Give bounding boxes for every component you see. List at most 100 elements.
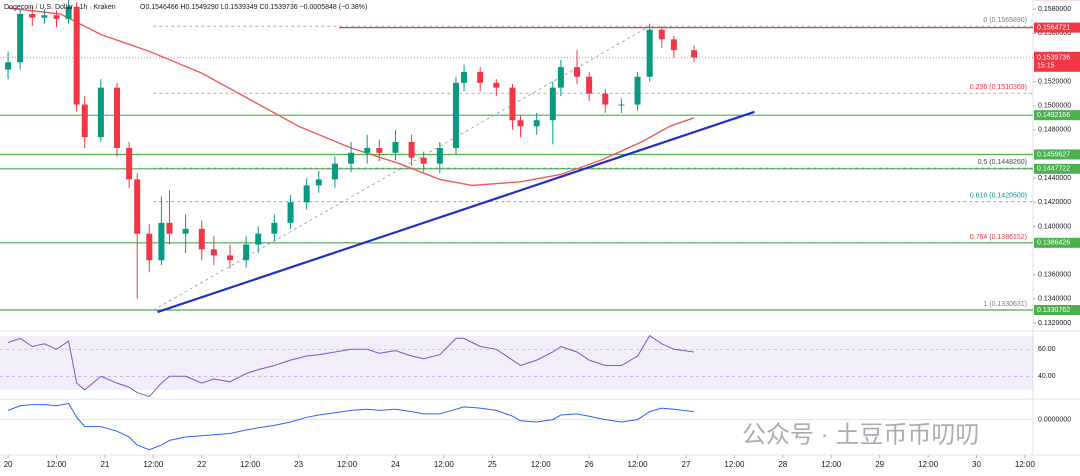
x-tick-label: 12:00 — [918, 460, 939, 469]
candle-body — [315, 179, 322, 186]
symbol-title: Dogecoin / U.S. Dollar · 1h · Kraken — [4, 4, 116, 11]
candle-body — [97, 87, 104, 138]
x-tick-label: 25 — [488, 460, 497, 469]
rsi-tick-label: 60.00 — [1038, 346, 1056, 353]
x-tick-label: 20 — [4, 460, 13, 469]
level-tag-label: 0.1330762 — [1037, 307, 1070, 314]
candle-body — [420, 157, 427, 164]
level-tag — [1034, 110, 1080, 121]
x-tick-label: 27 — [682, 460, 691, 469]
candle-body — [166, 222, 173, 234]
x-tick-label: 24 — [391, 460, 400, 469]
fib-label: 0 (0.1565890) — [983, 17, 1027, 24]
candle-body — [477, 71, 484, 83]
candle-body — [243, 244, 250, 261]
rsi-line — [7, 334, 695, 398]
level-tag — [1034, 149, 1080, 160]
candle-body — [5, 62, 12, 70]
current-price-tag — [1034, 51, 1080, 72]
x-tick-label: 12:00 — [724, 460, 745, 469]
candle-body — [126, 147, 133, 180]
x-tick-label: 29 — [875, 460, 884, 469]
candle-body — [452, 82, 459, 148]
y-tick-label: 0.1320000 — [1038, 320, 1071, 327]
rsi-tick-label: 40.00 — [1038, 373, 1056, 380]
level-tag-label: 0.1564721 — [1037, 24, 1070, 31]
x-tick-label: 21 — [100, 460, 109, 469]
candle-body — [81, 104, 88, 138]
candle-body — [634, 76, 641, 105]
y-tick-label: 0.1360000 — [1038, 272, 1071, 279]
candle-body — [198, 228, 205, 250]
candle-body — [271, 222, 278, 234]
fib-label: 1 (0.1330631) — [983, 301, 1027, 308]
level-tag-label: 0.1492166 — [1037, 112, 1070, 119]
x-tick-label: 12:00 — [531, 460, 552, 469]
y-tick-label: 0.1400000 — [1038, 223, 1071, 230]
x-tick-label: 12:00 — [46, 460, 67, 469]
x-tick-label: 23 — [294, 460, 303, 469]
candle-body — [114, 87, 121, 148]
macd-line — [7, 402, 695, 451]
candle-body — [255, 233, 262, 245]
x-tick-label: 12:00 — [821, 460, 842, 469]
candle-body — [574, 67, 581, 77]
candle-body — [517, 120, 524, 127]
candle-body — [65, 6, 72, 19]
level-tag — [1034, 305, 1080, 316]
level-tag-label: 0.1386426 — [1037, 240, 1070, 247]
candle-body — [364, 147, 371, 153]
candle-body — [210, 249, 217, 256]
y-tick-label: 0.1560000 — [1038, 30, 1071, 37]
candle-body — [549, 87, 556, 121]
candle-body — [73, 6, 80, 105]
x-tick-label: 26 — [585, 460, 594, 469]
candle-body — [146, 233, 153, 261]
candle-body — [602, 93, 609, 105]
candle-body — [408, 141, 415, 158]
fib-label: 0.5 (0.1448260) — [978, 159, 1027, 166]
candle-body — [41, 15, 48, 18]
candle-body — [670, 39, 677, 51]
candle-body — [586, 76, 593, 94]
current-price-label: 0.1539736 — [1037, 55, 1070, 62]
candle-body — [557, 67, 564, 88]
fib-label: 0.618 (0.1420500) — [970, 193, 1027, 200]
candle-body — [509, 87, 516, 121]
candle-body — [158, 222, 165, 261]
fib-connector — [153, 25, 650, 311]
candle-body — [392, 141, 399, 153]
x-tick-label: 12:00 — [143, 460, 164, 469]
candle-body — [53, 15, 60, 19]
x-tick-label: 12:00 — [337, 460, 358, 469]
y-tick-label: 0.1440000 — [1038, 175, 1071, 182]
candle-body — [436, 147, 443, 164]
candle-body — [658, 29, 665, 40]
countdown-label: 15:15 — [1037, 63, 1055, 70]
candle-body — [691, 50, 698, 58]
candle-body — [348, 152, 355, 164]
candle-body — [376, 147, 383, 153]
x-tick-label: 30 — [972, 460, 981, 469]
fib-label: 0.236 (0.1510369) — [970, 84, 1027, 91]
candle-body — [182, 228, 189, 234]
level-tag — [1034, 163, 1080, 174]
candle-body — [461, 71, 468, 83]
ohlc-readout: O0.1546466 H0.1549290 L0.1539349 C0.1539… — [140, 4, 367, 11]
x-tick-label: 12:00 — [434, 460, 455, 469]
y-tick-label: 0.1580000 — [1038, 6, 1071, 13]
candle-body — [618, 104, 625, 106]
moving-average — [8, 7, 695, 187]
level-tag-label: 0.1447722 — [1037, 166, 1070, 173]
level-tag — [1034, 22, 1080, 33]
x-tick-label: 12:00 — [1015, 460, 1036, 469]
fib-label: 0.764 (0.1386152) — [970, 234, 1027, 241]
watermark: 公众号 · 土豆币币叨叨 — [742, 421, 979, 448]
candle-body — [29, 14, 36, 18]
level-tag — [1034, 237, 1080, 248]
y-tick-label: 0.1420000 — [1038, 199, 1071, 206]
candle-body — [331, 163, 338, 180]
candle-body — [17, 14, 24, 63]
